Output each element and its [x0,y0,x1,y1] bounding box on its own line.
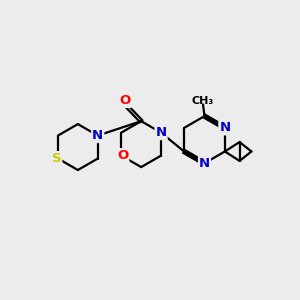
Text: O: O [117,149,128,162]
Text: N: N [155,126,167,139]
Text: O: O [119,94,130,107]
Text: S: S [52,152,61,165]
Text: N: N [199,157,210,170]
Text: CH₃: CH₃ [192,95,214,106]
Text: N: N [92,129,103,142]
Text: N: N [219,122,230,134]
